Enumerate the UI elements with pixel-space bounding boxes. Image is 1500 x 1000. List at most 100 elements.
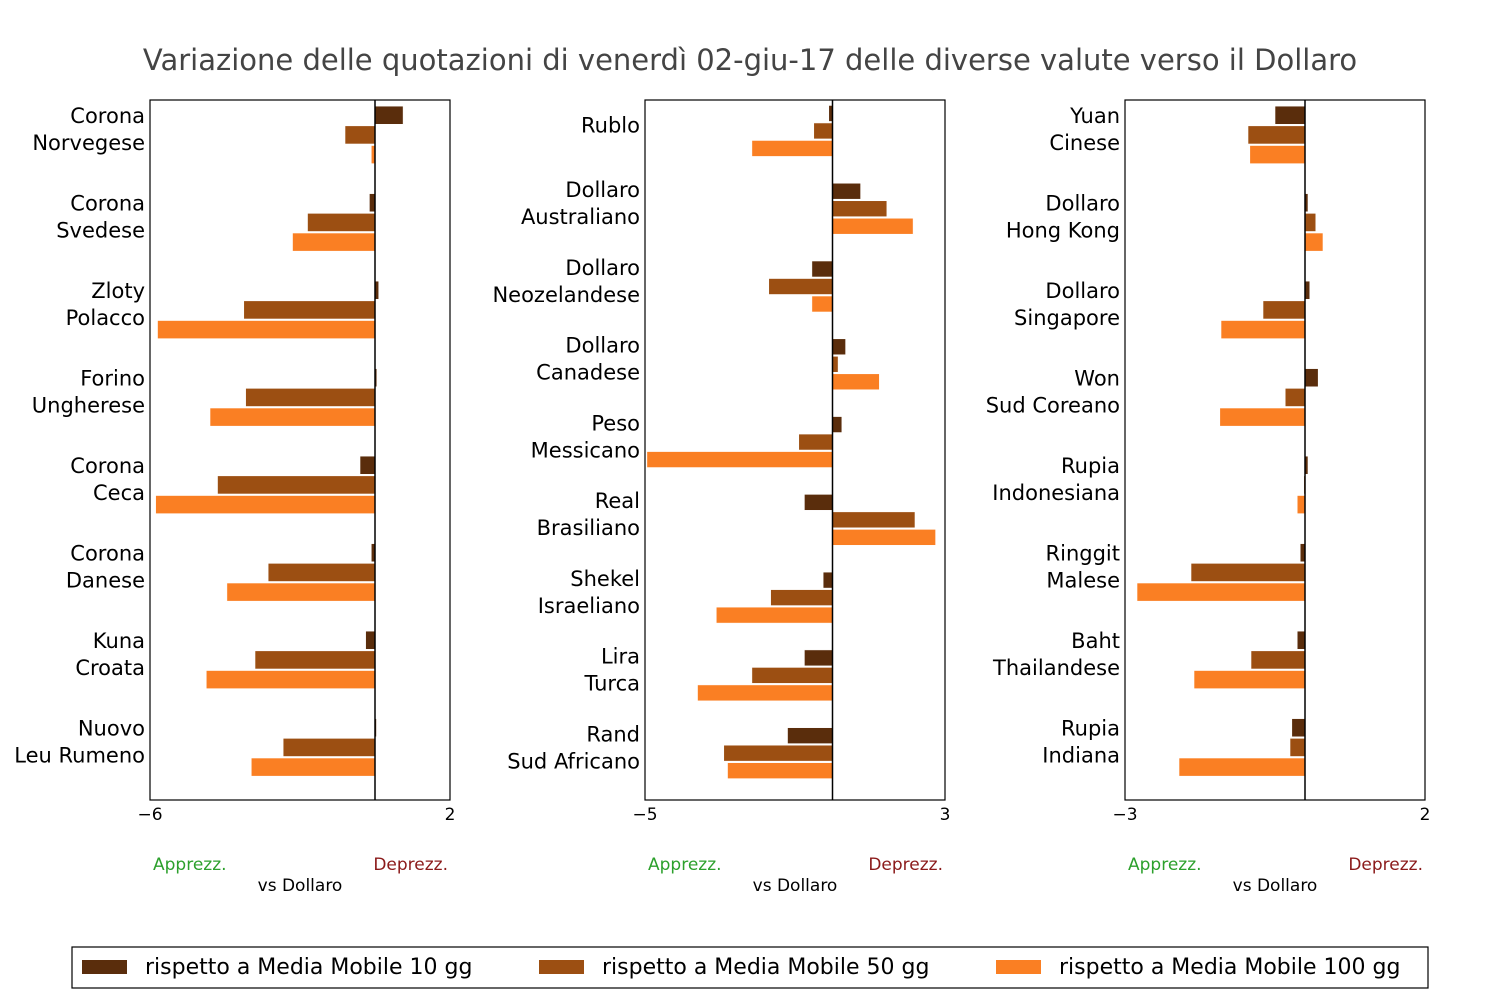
category-label: Rupia Indonesiana xyxy=(992,454,1120,505)
bar xyxy=(787,727,833,744)
category-label: Lira Turca xyxy=(583,645,640,696)
x-axis-label: vs Dollaro xyxy=(258,876,343,896)
category-label: Rupia Indiana xyxy=(1042,717,1120,768)
bar xyxy=(723,744,833,762)
deprezz-label: Deprezz. xyxy=(1348,855,1423,875)
legend-swatch xyxy=(82,960,127,974)
bar xyxy=(217,475,376,495)
category-label: Rublo xyxy=(581,114,640,138)
category-label: Dollaro Australiano xyxy=(521,178,640,229)
bar xyxy=(1262,300,1306,320)
category-label: Zloty Polacco xyxy=(66,279,145,330)
category-label: Dollaro Neozelandese xyxy=(492,256,640,307)
bar xyxy=(1274,105,1306,125)
bar xyxy=(245,388,376,407)
plot-frame xyxy=(1124,99,1426,801)
category-label: Ringgit Malese xyxy=(1046,542,1120,593)
category-label: Corona Norvegese xyxy=(32,104,145,155)
bar xyxy=(1296,495,1306,514)
x-tick-label: −3 xyxy=(1112,805,1137,825)
category-label: Corona Danese xyxy=(66,542,145,593)
bar xyxy=(365,630,376,650)
bar xyxy=(1250,650,1306,670)
bar xyxy=(267,563,376,582)
bar xyxy=(369,193,376,213)
bar xyxy=(292,232,376,252)
category-label: Dollaro Singapore xyxy=(1014,279,1120,330)
legend-entry: rispetto a Media Mobile 50 gg xyxy=(602,955,929,980)
bar xyxy=(344,125,376,145)
bar xyxy=(1304,368,1319,388)
bar xyxy=(209,407,376,427)
bar xyxy=(832,338,846,356)
apprezz-label: Apprezz. xyxy=(648,855,722,875)
bar xyxy=(1296,630,1306,650)
bar xyxy=(155,495,376,514)
bar xyxy=(1220,320,1306,339)
plot-frame xyxy=(149,99,451,801)
bar xyxy=(697,684,833,702)
legend-frame xyxy=(71,946,1429,989)
bar xyxy=(715,606,833,624)
bar xyxy=(822,571,833,589)
x-axis-label: vs Dollaro xyxy=(1233,876,1318,896)
bar xyxy=(798,433,833,451)
bar xyxy=(359,455,376,475)
bar xyxy=(832,529,936,546)
bar xyxy=(374,105,404,125)
bar xyxy=(811,295,833,313)
bar xyxy=(832,373,880,391)
bar xyxy=(282,738,376,757)
bar xyxy=(751,140,833,157)
bar xyxy=(1289,738,1306,757)
deprezz-label: Deprezz. xyxy=(373,855,448,875)
legend: rispetto a Media Mobile 10 gg rispetto a … xyxy=(71,946,1429,989)
category-label: Peso Messicano xyxy=(531,411,640,462)
legend-entry: rispetto a Media Mobile 100 gg xyxy=(1059,955,1400,980)
category-label: Rand Sud Africano xyxy=(507,722,640,773)
bar xyxy=(832,511,916,529)
category-label: Dollaro Canadese xyxy=(536,334,640,385)
bar xyxy=(770,589,833,606)
x-tick-label: 3 xyxy=(940,805,951,825)
bar xyxy=(226,582,376,602)
bar xyxy=(1178,757,1306,777)
bar xyxy=(832,355,839,373)
bar xyxy=(250,757,376,777)
bar xyxy=(811,260,833,278)
legend-swatch xyxy=(996,960,1041,974)
bar xyxy=(1247,125,1306,145)
chart-panels: Corona Norvegese Corona Svedese Zloty Polacco… xyxy=(14,99,1430,896)
bar xyxy=(1304,232,1324,252)
bar xyxy=(804,649,833,667)
bar xyxy=(307,213,376,232)
category-label: Won Sud Coreano xyxy=(986,367,1120,418)
bar xyxy=(1291,718,1306,738)
bar xyxy=(832,217,914,235)
bar xyxy=(727,762,833,779)
chart-panel-1: Corona Norvegese Corona Svedese Zloty Polacco… xyxy=(14,99,456,896)
x-tick-label: 2 xyxy=(445,805,456,825)
bar xyxy=(1304,213,1317,232)
bar xyxy=(157,320,376,339)
plot-frame xyxy=(644,99,946,801)
category-label: Yuan Cinese xyxy=(1049,104,1120,155)
legend-entry: rispetto a Media Mobile 10 gg xyxy=(145,955,472,980)
bar xyxy=(205,670,376,689)
chart-title: Variazione delle quotazioni di venerdì 0… xyxy=(143,43,1357,77)
category-label: Kuna Croata xyxy=(75,629,145,680)
category-label: Shekel Israeliano xyxy=(538,567,640,618)
bar xyxy=(243,300,376,320)
apprezz-label: Apprezz. xyxy=(1128,855,1202,875)
bar xyxy=(1136,582,1306,602)
bar xyxy=(1190,563,1306,582)
category-label: Dollaro Hong Kong xyxy=(1006,192,1120,243)
bar xyxy=(254,650,376,670)
bar xyxy=(832,200,888,218)
legend-swatch xyxy=(539,960,584,974)
chart-panel-3: Yuan Cinese Dollaro Hong Kong Dollaro Singapo… xyxy=(986,99,1430,896)
bar xyxy=(832,182,861,200)
bar xyxy=(1219,407,1306,427)
category-label: Nuovo Leu Rumeno xyxy=(14,717,145,768)
